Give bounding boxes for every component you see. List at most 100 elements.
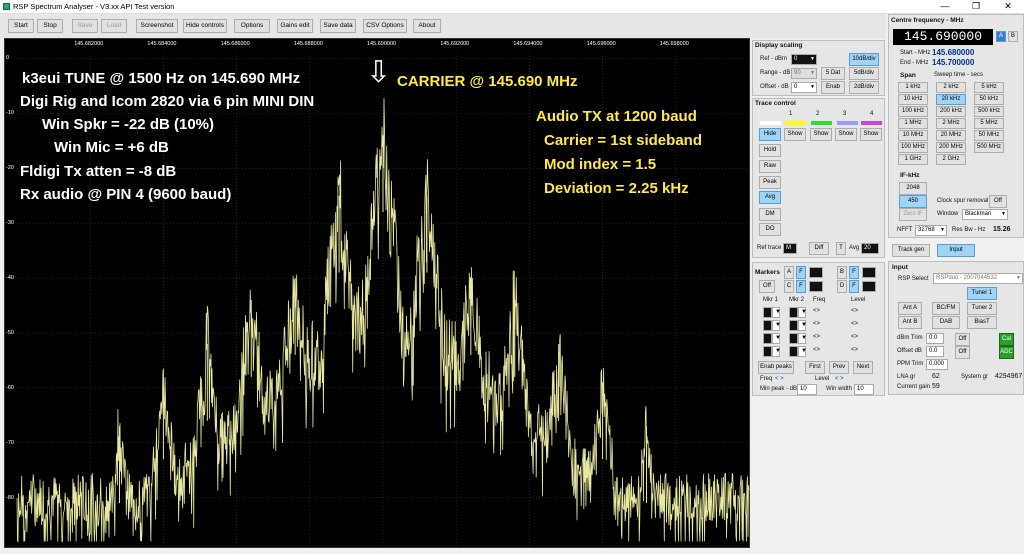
- trace-2-show-button[interactable]: Show: [810, 128, 832, 141]
- centre-frequency-display[interactable]: 145.690000: [893, 29, 993, 45]
- trace-0-hide-button[interactable]: Hide: [759, 128, 781, 141]
- ref-dbm-select[interactable]: 0 ▼: [791, 54, 817, 65]
- ant-a-button[interactable]: Ant A: [898, 302, 922, 315]
- start-button[interactable]: Start: [8, 19, 34, 33]
- rsp-select-dropdown[interactable]: RSPduo - 2007044532 ▼: [933, 273, 1023, 284]
- span-2-khz-button[interactable]: 2 kHz: [936, 82, 966, 93]
- marker-a-f-button[interactable]: F: [796, 266, 806, 279]
- prev-button[interactable]: Prev: [829, 361, 849, 374]
- level-nav-arrows[interactable]: < >: [835, 376, 844, 382]
- span-1-ghz-button[interactable]: 1 GHz: [898, 154, 928, 165]
- freq-nav-arrows[interactable]: < >: [775, 376, 784, 382]
- marker-row-2-mkr1-select[interactable]: [763, 320, 772, 331]
- stop-button[interactable]: Stop: [37, 19, 63, 33]
- marker-d-color-select[interactable]: [862, 281, 876, 292]
- marker-row-1-mkr2-arrow[interactable]: ▼: [798, 307, 807, 318]
- spectrum-plot[interactable]: 145.682000 145.684000 145.686000 145.688000…: [4, 38, 750, 548]
- marker-row-4-mkr2-arrow[interactable]: ▼: [798, 346, 807, 357]
- dbm-trim-input[interactable]: 0.0: [926, 333, 944, 344]
- dm-button[interactable]: DM: [759, 208, 781, 221]
- raw-button[interactable]: Raw: [759, 160, 781, 173]
- peak-button[interactable]: Peak: [759, 176, 781, 189]
- marker-row-3-freq-arrows[interactable]: <>: [813, 334, 821, 340]
- clock-spur-toggle[interactable]: Off: [989, 195, 1007, 208]
- span-5-khz-button[interactable]: 5 kHz: [974, 82, 1004, 93]
- span-20-khz-button[interactable]: 20 kHz: [936, 94, 966, 105]
- csv-options-button[interactable]: CSV Options: [363, 19, 407, 33]
- save-data-button[interactable]: Save data: [320, 19, 356, 33]
- marker-row-2-mkr2-arrow[interactable]: ▼: [798, 320, 807, 331]
- dab-button[interactable]: DAB: [932, 316, 960, 329]
- span-50-mhz-button[interactable]: 50 MHz: [974, 130, 1004, 141]
- ref-trace-select[interactable]: M: [783, 243, 797, 254]
- load-button[interactable]: Load: [101, 19, 127, 33]
- track-gen-tab[interactable]: Track gen: [892, 244, 930, 257]
- avg-button[interactable]: Avg: [759, 191, 781, 204]
- marker-row-3-mkr2-arrow[interactable]: ▼: [798, 333, 807, 344]
- next-button[interactable]: Next: [853, 361, 873, 374]
- nfft-select[interactable]: 32768 ▼: [915, 225, 947, 236]
- span-2-ghz-button[interactable]: 2 GHz: [936, 154, 966, 165]
- first-button[interactable]: First: [805, 361, 825, 374]
- if-2048-button[interactable]: 2048: [899, 182, 927, 195]
- marker-row-2-freq-arrows[interactable]: <>: [813, 321, 821, 327]
- span-50-khz-button[interactable]: 50 kHz: [974, 94, 1004, 105]
- span-2-mhz-button[interactable]: 2 MHz: [936, 118, 966, 129]
- marker-row-2-mkr2-select[interactable]: [789, 320, 798, 331]
- span-200-khz-button[interactable]: 200 kHz: [936, 106, 966, 117]
- do-button[interactable]: DO: [759, 223, 781, 236]
- marker-row-1-freq-arrows[interactable]: <>: [813, 308, 821, 314]
- tuner-1-button[interactable]: Tuner 1: [967, 287, 997, 300]
- range-db-select[interactable]: 90 ▼: [791, 68, 817, 79]
- zero-if-button[interactable]: Zero IF: [899, 208, 927, 221]
- vfo-b-button[interactable]: B: [1008, 31, 1018, 42]
- screenshot-button[interactable]: Screenshot: [136, 19, 178, 33]
- marker-row-1-mkr1-arrow[interactable]: ▼: [772, 307, 781, 318]
- dbm-trim-off-button[interactable]: Off: [955, 333, 970, 346]
- marker-row-3-level-arrows[interactable]: <>: [851, 334, 859, 340]
- min-peak-input[interactable]: 10: [797, 384, 817, 395]
- adc-button[interactable]: ADC: [999, 346, 1014, 359]
- window-select[interactable]: Blackman ▼: [962, 209, 1008, 220]
- marker-a-button[interactable]: A: [784, 266, 794, 279]
- marker-d-f-button[interactable]: F: [849, 280, 859, 293]
- biast-button[interactable]: BiasT: [967, 316, 997, 329]
- trace-4-show-button[interactable]: Show: [860, 128, 882, 141]
- marker-row-4-level-arrows[interactable]: <>: [851, 347, 859, 353]
- offset-db-input[interactable]: 0.0: [926, 346, 944, 357]
- offset-db-off-button[interactable]: Off: [955, 346, 970, 359]
- marker-row-1-level-arrows[interactable]: <>: [851, 308, 859, 314]
- about-button[interactable]: About: [413, 19, 441, 33]
- marker-row-4-freq-arrows[interactable]: <>: [813, 347, 821, 353]
- span-5-mhz-button[interactable]: 5 MHz: [974, 118, 1004, 129]
- span-200-mhz-button[interactable]: 200 MHz: [936, 142, 966, 153]
- save-button[interactable]: Save: [72, 19, 98, 33]
- span-10-mhz-button[interactable]: 10 MHz: [898, 130, 928, 141]
- 10db-div-button[interactable]: 10dB/div: [849, 53, 879, 66]
- t-button[interactable]: T: [836, 242, 846, 255]
- offset-db-select[interactable]: 0 ▼: [791, 82, 817, 93]
- span-100-khz-button[interactable]: 100 kHz: [898, 106, 928, 117]
- marker-row-3-mkr1-arrow[interactable]: ▼: [772, 333, 781, 344]
- marker-b-button[interactable]: B: [837, 266, 847, 279]
- tuner-2-button[interactable]: Tuner 2: [967, 302, 997, 315]
- 5db-div-button[interactable]: 5dB/div: [849, 67, 879, 80]
- avg-count-select[interactable]: 20: [861, 243, 879, 254]
- trace-3-show-button[interactable]: Show: [835, 128, 857, 141]
- enab-peaks-button[interactable]: Enab peaks: [758, 361, 794, 374]
- ant-b-button[interactable]: Ant B: [898, 316, 922, 329]
- maximize-button[interactable]: ❐: [971, 1, 981, 11]
- marker-row-4-mkr1-select[interactable]: [763, 346, 772, 357]
- span-500-khz-button[interactable]: 500 kHz: [974, 106, 1004, 117]
- marker-c-color-select[interactable]: [809, 281, 823, 292]
- diff-button[interactable]: Diff: [809, 242, 829, 255]
- marker-c-f-button[interactable]: F: [796, 280, 806, 293]
- vfo-a-button[interactable]: A: [996, 31, 1006, 42]
- hide-controls-button[interactable]: Hide controls: [183, 19, 227, 33]
- markers-off-button[interactable]: Off: [759, 280, 775, 293]
- span-100-mhz-button[interactable]: 100 MHz: [898, 142, 928, 153]
- 5-dat-button[interactable]: 5 Dat: [821, 67, 845, 80]
- bc-fm-button[interactable]: BC/FM: [932, 302, 960, 315]
- span-1-mhz-button[interactable]: 1 MHz: [898, 118, 928, 129]
- marker-row-3-mkr2-select[interactable]: [789, 333, 798, 344]
